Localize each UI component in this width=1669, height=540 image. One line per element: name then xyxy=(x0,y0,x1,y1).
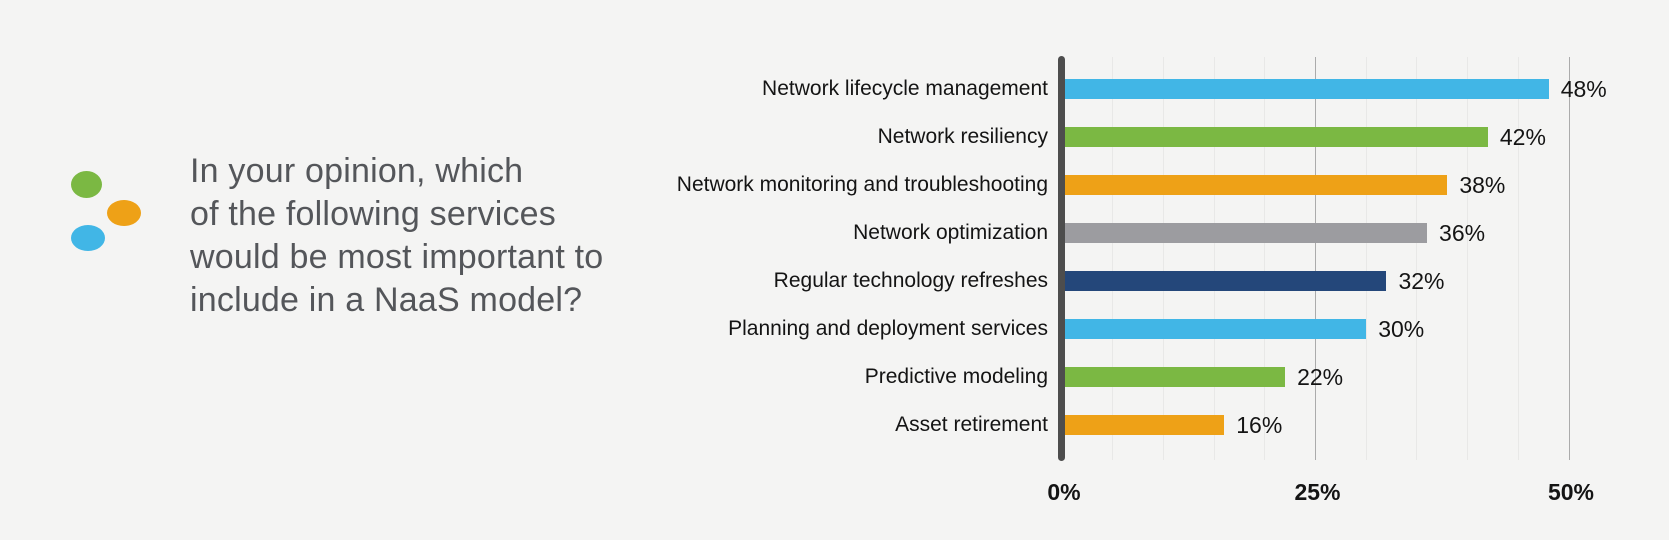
value-label: 32% xyxy=(1398,268,1445,294)
question-line: include in a NaaS model? xyxy=(190,281,583,319)
bar xyxy=(1062,175,1448,195)
x-axis: 0% 25% 50% xyxy=(1047,478,1658,508)
value-label: 42% xyxy=(1499,124,1546,150)
value-label: 36% xyxy=(1439,220,1486,246)
y-axis-line xyxy=(1058,56,1065,461)
minor-gridline xyxy=(1365,57,1367,460)
category-label: Network resiliency xyxy=(877,125,1048,148)
bar xyxy=(1062,319,1367,339)
green-dot-icon xyxy=(71,171,102,198)
minor-gridline xyxy=(1162,57,1164,460)
category-label: Planning and deployment services xyxy=(728,317,1048,340)
value-label: 38% xyxy=(1459,172,1506,198)
question-line: of the following services xyxy=(190,195,556,233)
category-label: Predictive modeling xyxy=(864,365,1048,388)
value-label: 16% xyxy=(1236,412,1283,438)
minor-gridline xyxy=(1517,57,1519,460)
survey-question: In your opinion, which of the following … xyxy=(190,150,603,322)
category-label: Network optimization xyxy=(853,221,1048,244)
question-line: In your opinion, which xyxy=(190,152,524,190)
minor-gridline xyxy=(1467,57,1469,460)
category-label: Network monitoring and troubleshooting xyxy=(676,173,1048,196)
bar xyxy=(1062,367,1286,387)
bar xyxy=(1062,415,1225,435)
category-label: Asset retirement xyxy=(895,413,1048,436)
question-line: would be most important to xyxy=(190,238,604,276)
minor-gridline xyxy=(1213,57,1215,460)
value-label: 48% xyxy=(1560,76,1607,102)
bar xyxy=(1062,79,1549,99)
major-gridline xyxy=(1568,57,1570,460)
blue-dot-icon xyxy=(71,225,105,251)
category-label: Regular technology refreshes xyxy=(773,269,1048,292)
category-labels: Network lifecycle management Network resi… xyxy=(600,57,1048,460)
x-tick-label: 50% xyxy=(1547,479,1595,505)
minor-gridline xyxy=(1264,57,1266,460)
orange-dot-icon xyxy=(107,200,141,226)
x-tick-label: 0% xyxy=(1047,479,1081,505)
category-label: Network lifecycle management xyxy=(762,77,1048,100)
bar xyxy=(1062,127,1488,147)
minor-gridline xyxy=(1112,57,1114,460)
value-label: 22% xyxy=(1297,364,1344,390)
bar xyxy=(1062,223,1428,243)
plot-area: 48% 42% 38% 36% 32% 30% 22% 16% xyxy=(1058,56,1658,461)
major-gridline xyxy=(1315,57,1316,460)
minor-gridline xyxy=(1416,57,1418,460)
bar xyxy=(1062,271,1387,291)
value-label: 30% xyxy=(1378,316,1425,342)
x-tick-label: 25% xyxy=(1294,479,1341,505)
